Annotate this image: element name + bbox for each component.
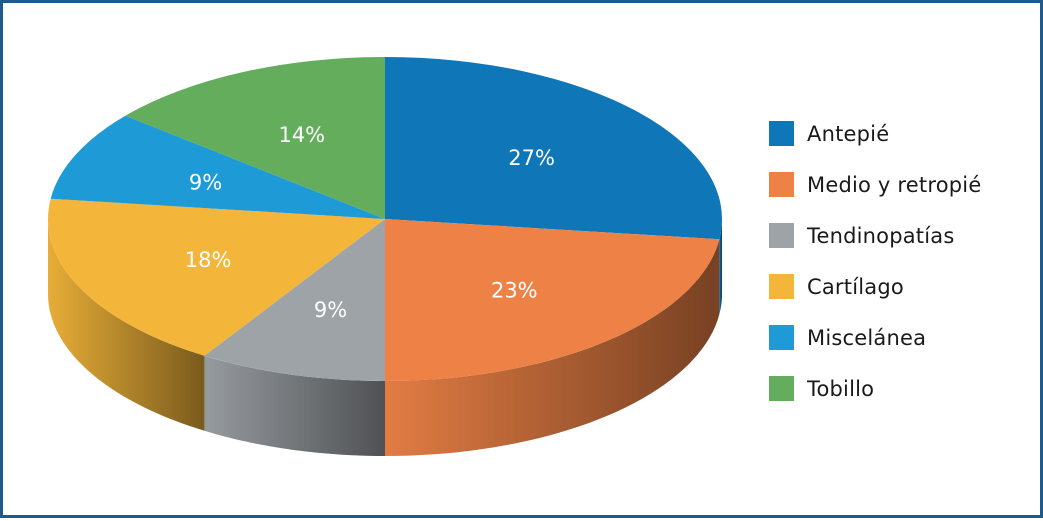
legend-swatch <box>769 121 794 146</box>
pie-slice-2 <box>204 219 385 381</box>
pie-slice-1 <box>385 219 720 381</box>
legend-swatch <box>769 223 794 248</box>
legend-label: Tobillo <box>807 376 875 401</box>
legend-item-miscelanea: Miscelánea <box>769 312 981 363</box>
pie-slice-3 <box>48 198 386 356</box>
slice-value-label: 9% <box>314 298 347 322</box>
slice-value-label: 9% <box>189 171 222 195</box>
pie-slice-5 <box>125 57 385 219</box>
pie-chart: 27% 23% 9% 18% 9% 14% <box>48 57 722 456</box>
pie-wall-2 <box>204 355 385 456</box>
legend-item-tendinopatias: Tendinopatías <box>769 210 981 261</box>
slice-value-label: 27% <box>508 146 555 170</box>
legend-label: Cartílago <box>807 274 904 299</box>
pie-top <box>48 57 722 381</box>
legend-label: Medio y retropié <box>807 172 982 197</box>
pie-walls <box>48 219 722 456</box>
legend-label: Tendinopatías <box>807 223 955 248</box>
pie-wall-3 <box>48 219 205 431</box>
slice-value-label: 14% <box>278 123 325 147</box>
legend-label: Antepié <box>807 121 890 146</box>
legend-item-tobillo: Tobillo <box>769 363 981 414</box>
legend-item-medio-y-retropie: Medio y retropié <box>769 159 981 210</box>
slice-value-label: 23% <box>491 279 538 303</box>
legend: Antepié Medio y retropié Tendinopatías C… <box>769 108 981 414</box>
pie-wall-0 <box>719 219 722 315</box>
slice-value-label: 18% <box>185 248 232 272</box>
legend-swatch <box>769 172 794 197</box>
legend-label: Miscelánea <box>807 325 927 350</box>
pie-slice-4 <box>50 115 385 219</box>
legend-item-cartilago: Cartílago <box>769 261 981 312</box>
legend-item-antepie: Antepié <box>769 108 981 159</box>
pie-wall-1 <box>385 239 720 456</box>
legend-swatch <box>769 376 794 401</box>
legend-swatch <box>769 325 794 350</box>
pie-slice-0 <box>385 57 722 240</box>
legend-swatch <box>769 274 794 299</box>
